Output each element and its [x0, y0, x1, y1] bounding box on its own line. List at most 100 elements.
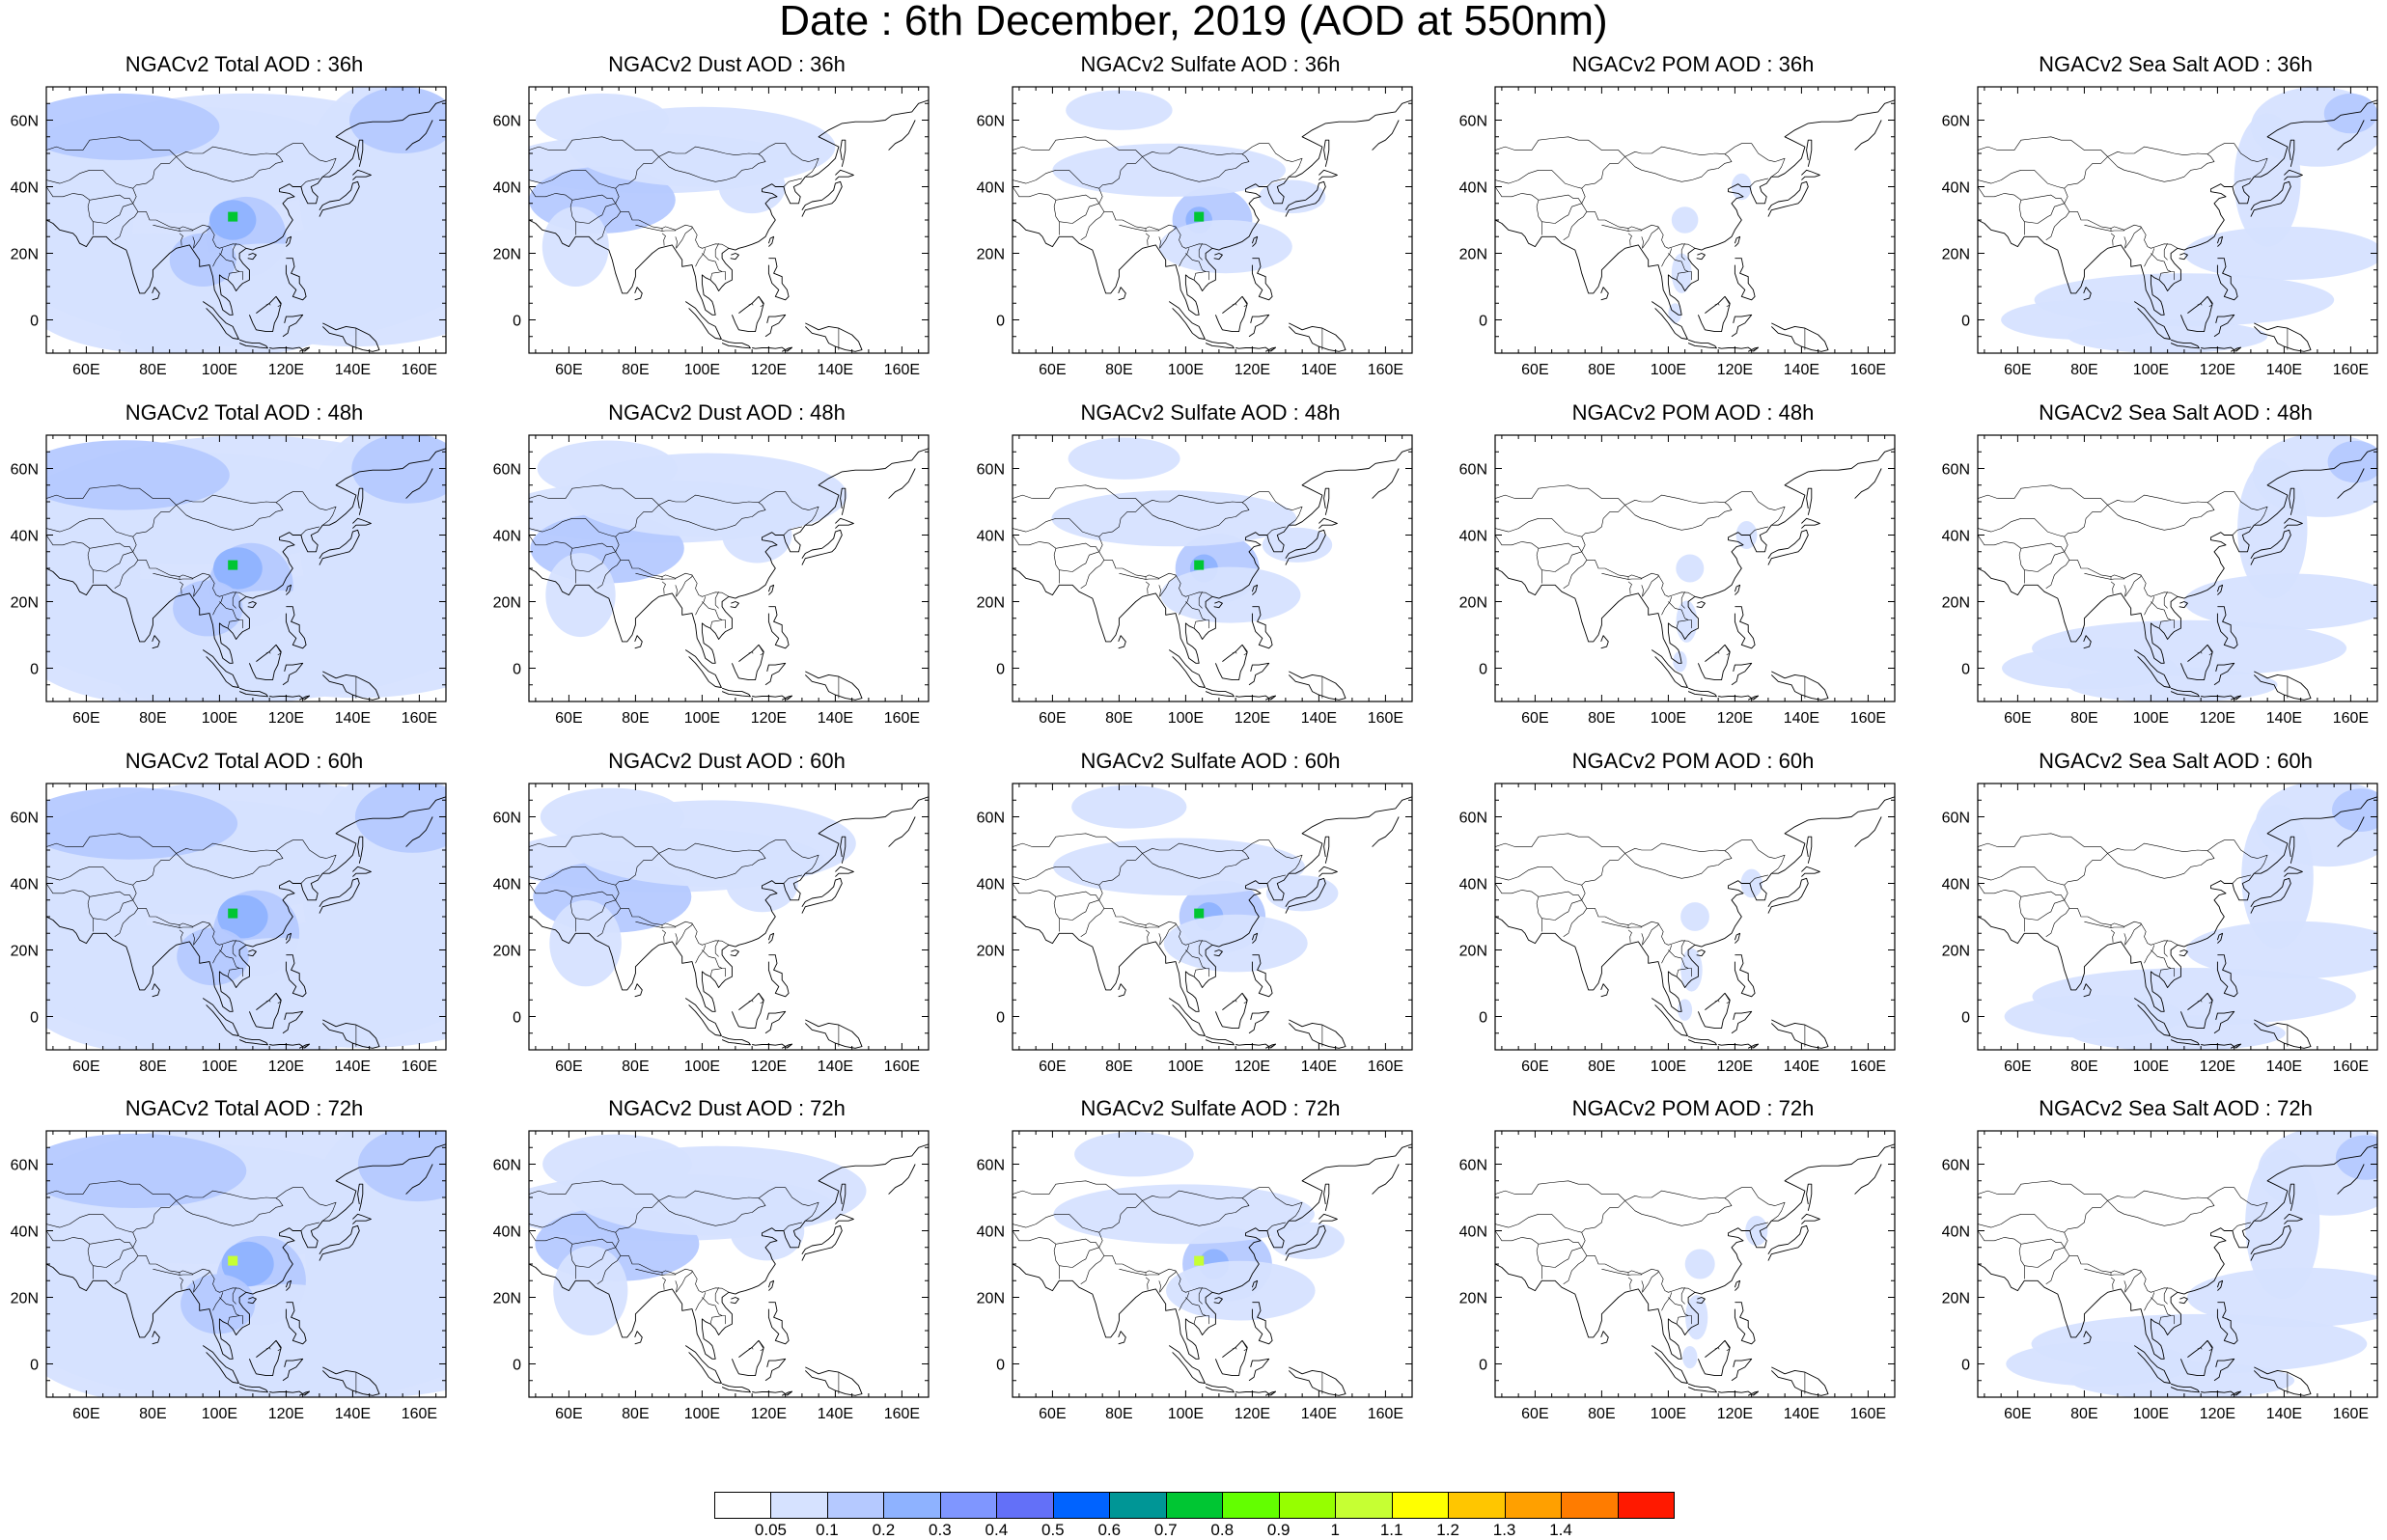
- lon-tick-label: 140E: [818, 1406, 853, 1422]
- aod-region: [349, 87, 446, 153]
- aod-region: [1068, 437, 1180, 480]
- lon-tick-label: 120E: [268, 710, 304, 727]
- coastlines: [1978, 1143, 2377, 1396]
- colorbar-swatch: [1052, 1492, 1111, 1519]
- lon-tick-label: 60E: [1521, 362, 1548, 378]
- map-plot: 60E 80E 100E 120E 140E 160E 0 20N 40N 60N: [1459, 1130, 1896, 1422]
- lat-tick-label: 60N: [11, 1158, 39, 1174]
- lon-tick-label: 160E: [884, 1059, 920, 1075]
- map-panel-seasalt-60h: NGACv2 Sea Salt AOD : 60h 60E 80E 100E 120E 1…: [1942, 749, 2387, 1075]
- colorbar-label: 0.1: [816, 1521, 839, 1539]
- lon-tick-label: 60E: [1521, 1059, 1548, 1075]
- aod-field: [529, 1134, 867, 1335]
- lon-tick-label: 100E: [684, 1059, 720, 1075]
- lon-tick-label: 60E: [555, 1406, 582, 1422]
- aod-region: [1166, 1260, 1316, 1321]
- lon-tick-label: 60E: [2004, 1059, 2031, 1075]
- map-panel-seasalt-48h: NGACv2 Sea Salt AOD : 48h 60E 80E 100E 120E 1…: [1942, 400, 2387, 727]
- aod-field: [46, 87, 446, 353]
- aod-field: [2002, 435, 2377, 701]
- aod-region: [2234, 113, 2301, 247]
- lat-tick-label: 40N: [1459, 1224, 1487, 1241]
- lat-tick-label: 0: [513, 314, 521, 330]
- aod-region: [2336, 1135, 2377, 1180]
- aod-hotspot: [1194, 560, 1205, 570]
- aod-region: [169, 233, 236, 287]
- aod-region: [1671, 206, 1699, 234]
- lon-tick-label: 80E: [2070, 710, 2097, 727]
- aod-region: [1066, 90, 1173, 130]
- panel-title: NGACv2 Total AOD : 48h: [125, 400, 364, 425]
- map-plot: 60E 80E 100E 120E 140E 160E 0 20N 40N 60N: [977, 86, 1413, 378]
- lat-tick-label: 40N: [1459, 529, 1487, 545]
- lat-tick-label: 20N: [1942, 247, 1970, 263]
- map-panel-total-72h: NGACv2 Total AOD : 72h 60E 80E 100E 120E 140E…: [11, 1096, 479, 1422]
- aod-field: [529, 440, 847, 638]
- coastlines: [1013, 796, 1412, 1049]
- map-plot: 60E 80E 100E 120E 140E 160E 0 20N 40N 60N: [977, 783, 1413, 1075]
- coastlines: [1978, 99, 2377, 352]
- lat-tick-label: 20N: [493, 595, 521, 612]
- lon-tick-label: 140E: [1301, 362, 1337, 378]
- lat-tick-label: 40N: [493, 1224, 521, 1241]
- aod-region: [46, 93, 220, 160]
- colorbar-swatch: [1504, 1492, 1563, 1519]
- aod-region: [357, 1131, 446, 1202]
- lat-tick-label: 20N: [493, 247, 521, 263]
- coastlines: [529, 796, 929, 1049]
- lon-tick-label: 160E: [1850, 1059, 1886, 1075]
- lon-tick-label: 60E: [555, 362, 582, 378]
- panel-title: NGACv2 Total AOD : 72h: [125, 1096, 364, 1120]
- lat-tick-label: 40N: [493, 877, 521, 894]
- aod-hotspot: [228, 1255, 238, 1266]
- aod-region: [1684, 1249, 1715, 1279]
- colorbar-swatch: [883, 1492, 941, 1519]
- map-plot: 60E 80E 100E 120E 140E 160E 0 20N 40N 60N: [1459, 783, 1896, 1075]
- lon-tick-label: 120E: [2200, 1406, 2235, 1422]
- map-panel-seasalt-36h: NGACv2 Sea Salt AOD : 36h 60E 80E 100E 120E 1…: [1942, 52, 2387, 378]
- lon-tick-label: 120E: [1235, 362, 1270, 378]
- aod-region: [1074, 1132, 1194, 1177]
- aod-region: [2068, 667, 2278, 701]
- map-plot: 60E 80E 100E 120E 140E 160E 0 20N 40N 60N: [1942, 434, 2378, 727]
- lat-tick-label: 40N: [977, 877, 1005, 894]
- aod-field: [1053, 784, 1339, 973]
- aod-region: [1685, 1295, 1708, 1340]
- lat-tick-label: 40N: [1459, 180, 1487, 197]
- lat-tick-label: 60N: [493, 1158, 521, 1174]
- lon-tick-label: 100E: [1651, 1059, 1686, 1075]
- lat-tick-label: 20N: [977, 944, 1005, 960]
- aod-region: [2241, 805, 2314, 949]
- aod-region: [119, 664, 330, 701]
- map-plot: 60E 80E 100E 120E 140E 160E 0 20N 40N 60N: [1942, 783, 2378, 1075]
- aod-hotspot: [228, 211, 238, 222]
- lat-tick-label: 60N: [977, 462, 1005, 479]
- aod-region: [180, 1274, 256, 1334]
- panel-title: NGACv2 Sea Salt AOD : 60h: [2039, 749, 2313, 773]
- lat-tick-label: 20N: [1459, 595, 1487, 612]
- coastlines: [529, 99, 929, 352]
- lon-tick-label: 140E: [1301, 1406, 1337, 1422]
- coastlines: [1495, 796, 1895, 1049]
- coastlines: [1978, 796, 2377, 1049]
- aod-hotspot: [1194, 211, 1205, 222]
- lat-tick-label: 60N: [1459, 114, 1487, 130]
- lat-tick-label: 60N: [493, 462, 521, 479]
- lon-tick-label: 160E: [402, 710, 437, 727]
- aod-region: [46, 1133, 247, 1208]
- aod-hotspot: [1194, 908, 1205, 919]
- lat-tick-label: 0: [1479, 1358, 1487, 1374]
- lon-tick-label: 140E: [335, 362, 371, 378]
- colorbar-boxes: [714, 1492, 1675, 1519]
- lon-tick-label: 100E: [2133, 710, 2169, 727]
- lon-tick-label: 100E: [2133, 1059, 2169, 1075]
- aod-region: [1678, 999, 1693, 1021]
- lon-tick-label: 80E: [139, 362, 166, 378]
- aod-region: [2068, 319, 2268, 353]
- panel-title: NGACv2 POM AOD : 72h: [1571, 1096, 1815, 1120]
- aod-region: [2245, 1149, 2320, 1299]
- lon-tick-label: 140E: [2266, 362, 2302, 378]
- aod-region: [1052, 143, 1286, 197]
- lat-tick-label: 0: [1961, 314, 1970, 330]
- aod-field: [46, 435, 446, 701]
